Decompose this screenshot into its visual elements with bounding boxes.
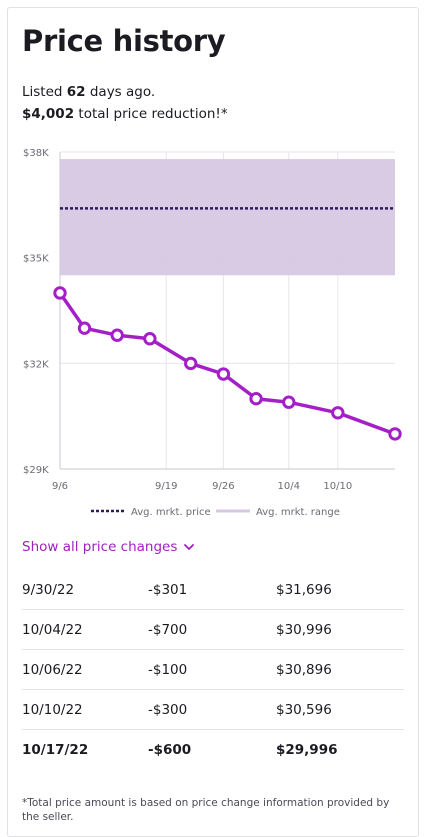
x-tick-label: 10/4 [278, 481, 300, 492]
price-point [110, 328, 124, 342]
price-point [77, 321, 92, 335]
table-row-latest: 10/17/22 -$600 $29,996 [22, 730, 404, 770]
table-row: 10/06/22 -$100 $30,896 [22, 649, 404, 690]
change-amount: -$100 [148, 649, 276, 690]
price-point [331, 406, 345, 420]
table-row: 9/30/22 -$301 $31,696 [22, 570, 404, 610]
price-point [216, 367, 231, 381]
price-point [249, 391, 263, 406]
change-price: $30,996 [276, 609, 404, 650]
x-tick-label: 9/6 [52, 481, 68, 492]
show-all-price-changes-link[interactable]: Show all price changes [22, 539, 195, 555]
change-price: $30,596 [276, 689, 404, 730]
price-point [53, 286, 67, 300]
price-series-line [58, 292, 396, 436]
price-reduction-amount: $4,002 [22, 106, 75, 122]
chevron-down-icon [184, 544, 195, 550]
price-reduction-suffix: total price reduction!* [74, 106, 228, 122]
y-tick-label: $38K [23, 148, 49, 159]
change-date: 10/17/22 [22, 741, 89, 758]
x-tick-label: 9/26 [212, 481, 234, 492]
listed-prefix: Listed [22, 84, 67, 100]
listed-suffix: days ago. [85, 84, 156, 100]
change-date: 9/30/22 [22, 570, 148, 610]
price-point [388, 427, 402, 441]
x-tick-label: 10/10 [323, 481, 352, 492]
price-point [282, 395, 296, 409]
footnote: *Total price amount is based on price ch… [22, 797, 390, 823]
price-changes-table: 9/30/22 -$301 $31,696 10/04/22 -$700 $30… [22, 570, 404, 769]
listed-days-line: Listed 62 days ago. [22, 81, 228, 103]
change-amount: -$300 [148, 689, 276, 730]
change-date: 10/04/22 [22, 609, 148, 650]
change-amount: -$700 [148, 609, 276, 650]
y-tick-label: $32K [23, 359, 49, 370]
price-point [143, 332, 157, 346]
change-date: 10/06/22 [22, 649, 148, 690]
price-summary: Listed 62 days ago. $4,002 total price r… [22, 81, 228, 125]
x-tick-label: 9/19 [155, 481, 177, 492]
y-tick-label: $29K [23, 465, 49, 476]
show-all-label: Show all price changes [22, 539, 178, 555]
page-title: Price history [22, 24, 226, 58]
legend-avg-price-label: Avg. mrkt. price [131, 507, 211, 518]
table-row: 10/10/22 -$300 $30,596 [22, 689, 404, 730]
change-price: $31,696 [276, 570, 404, 610]
change-date: 10/10/22 [22, 689, 148, 730]
legend-avg-range-label: Avg. mrkt. range [256, 507, 340, 518]
price-point [184, 356, 198, 371]
change-price: $29,996 [276, 741, 338, 758]
avg-market-range-band [60, 159, 395, 276]
change-amount: -$600 [148, 741, 192, 758]
y-tick-label: $35K [23, 254, 49, 265]
price-reduction-line: $4,002 total price reduction!* [22, 103, 228, 125]
change-amount: -$301 [148, 570, 276, 610]
table-row: 10/04/22 -$700 $30,996 [22, 609, 404, 650]
listed-days-value: 62 [66, 84, 86, 100]
change-price: $30,896 [276, 649, 404, 690]
